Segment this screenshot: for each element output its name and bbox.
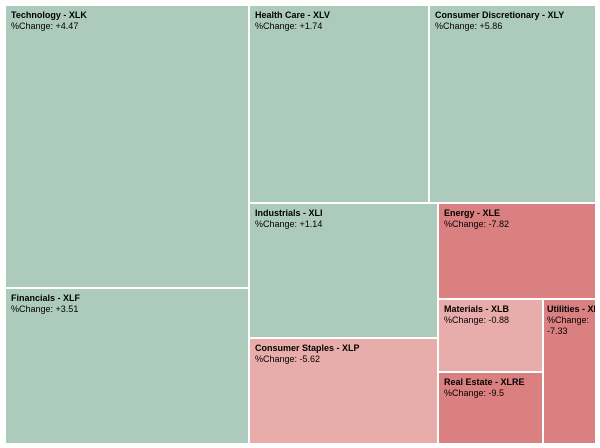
tile-energy-xle[interactable]: Energy - XLE %Change: -7.82 [438,203,596,299]
tile-label: Technology - XLK [11,10,87,20]
tile-consumer-discretionary-xly[interactable]: Consumer Discretionary - XLY %Change: +5… [429,5,596,203]
tile-technology-xlk[interactable]: Technology - XLK %Change: +4.47 [5,5,249,288]
tile-change: %Change: -7.33 [547,315,590,336]
tile-consumer-staples-xlp[interactable]: Consumer Staples - XLP %Change: -5.62 [249,338,438,444]
tile-label: Energy - XLE [444,208,501,218]
tile-label: Health Care - XLV [255,10,330,20]
tile-change: %Change: +1.74 [255,21,323,31]
tile-change: %Change: -0.88 [444,315,510,325]
tile-change: %Change: -9.5 [444,388,505,398]
tile-change: %Change: -7.82 [444,219,510,229]
tile-label: Materials - XLB [444,304,510,314]
tile-change: %Change: +4.47 [11,21,79,31]
tile-label: Industrials - XLI [255,208,323,218]
tile-label: Utilities - XLU [547,304,595,314]
tile-change: %Change: +1.14 [255,219,323,229]
tile-label: Real Estate - XLRE [444,377,525,387]
tile-industrials-xli[interactable]: Industrials - XLI %Change: +1.14 [249,203,438,338]
tile-label: Consumer Discretionary - XLY [435,10,565,20]
tile-financials-xlf[interactable]: Financials - XLF %Change: +3.51 [5,288,249,444]
tile-real-estate-xlre[interactable]: Real Estate - XLRE %Change: -9.5 [438,372,543,444]
tile-label: Financials - XLF [11,293,81,303]
tile-materials-xlb[interactable]: Materials - XLB %Change: -0.88 [438,299,543,372]
tile-change: %Change: +5.86 [435,21,503,31]
tile-health-care-xlv[interactable]: Health Care - XLV %Change: +1.74 [249,5,429,203]
tile-label: Consumer Staples - XLP [255,343,360,353]
tile-change: %Change: -5.62 [255,354,321,364]
tile-change: %Change: +3.51 [11,304,79,314]
tile-utilities-xlu[interactable]: Utilities - XLU %Change:-7.33 [543,299,596,444]
